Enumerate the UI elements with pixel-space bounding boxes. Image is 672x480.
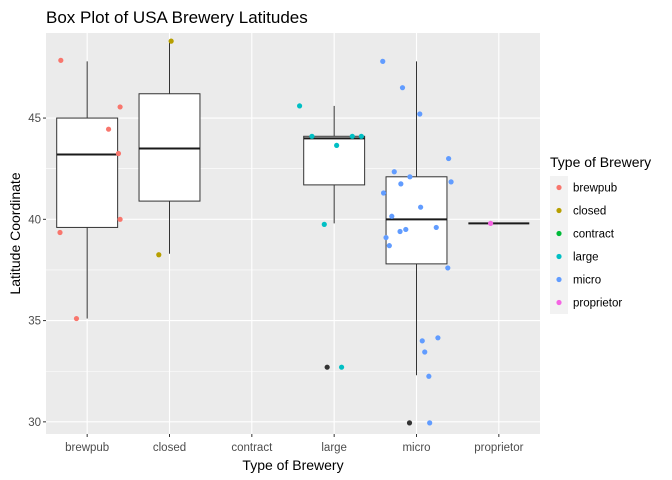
- legend-label: closed: [573, 206, 606, 218]
- point-micro: [446, 155, 452, 162]
- x-tick-label: brewpub: [65, 442, 109, 454]
- legend-key-dot: [556, 230, 562, 237]
- point-brewpub: [117, 216, 123, 222]
- point-brewpub: [117, 104, 123, 110]
- point-micro: [448, 179, 454, 185]
- legend-key-dot: [556, 207, 562, 214]
- legend-item-proprietor: proprietor: [550, 291, 622, 314]
- point-micro: [397, 228, 403, 235]
- box-iqr: [385, 176, 448, 265]
- point-large: [334, 142, 340, 149]
- point-large: [321, 221, 327, 227]
- point-micro: [389, 213, 395, 219]
- point-micro: [399, 85, 406, 91]
- x-tick-label: closed: [153, 442, 186, 454]
- point-micro: [417, 111, 423, 117]
- point-brewpub: [105, 126, 112, 132]
- outlier-point: [406, 420, 413, 426]
- x-axis-title: Type of Brewery: [242, 457, 343, 473]
- y-tick-label: 40: [28, 214, 41, 226]
- point-micro: [403, 226, 409, 233]
- x-tick-label: proprietor: [474, 442, 523, 454]
- box-large: [303, 105, 366, 370]
- legend-title: Type of Brewery: [550, 154, 651, 170]
- box-iqr: [303, 135, 366, 186]
- point-micro: [398, 181, 404, 187]
- legend-item-closed: closed: [550, 199, 606, 222]
- box-iqr: [56, 117, 119, 228]
- x-tick-label: contract: [231, 442, 273, 454]
- point-micro: [391, 169, 397, 175]
- point-micro: [386, 243, 392, 249]
- point-large: [338, 364, 345, 370]
- outlier-point: [324, 364, 330, 370]
- point-micro: [445, 265, 451, 271]
- legend-label: large: [573, 252, 599, 264]
- point-closed: [156, 252, 162, 258]
- legend-label: contract: [573, 229, 615, 241]
- legend: Type of Brewery brewpub closed contract lar…: [550, 154, 651, 314]
- point-micro: [435, 335, 441, 341]
- box-closed: [138, 41, 201, 254]
- point-large: [358, 133, 364, 139]
- legend-item-brewpub: brewpub: [550, 176, 617, 199]
- panel-background: [46, 33, 540, 434]
- point-micro: [418, 204, 424, 210]
- legend-key-dot: [556, 299, 562, 306]
- point-micro: [433, 224, 439, 231]
- point-proprietor: [488, 220, 494, 226]
- legend-key-dot: [556, 276, 562, 283]
- x-tick-label: large: [321, 442, 347, 454]
- point-micro: [419, 338, 425, 344]
- point-brewpub: [73, 315, 80, 322]
- point-brewpub: [57, 229, 63, 236]
- point-closed: [168, 38, 174, 44]
- plot-panel: 30 35 40 45 brewpub closed contract large micro p…: [28, 33, 540, 454]
- point-large: [349, 133, 355, 139]
- y-tick-label: 35: [28, 316, 41, 328]
- legend-label: micro: [573, 275, 601, 287]
- legend-key-dot: [556, 253, 562, 260]
- chart-title: Box Plot of USA Brewery Latitudes: [46, 8, 308, 27]
- legend-label: proprietor: [573, 298, 622, 310]
- y-tick-label: 45: [28, 113, 41, 125]
- box-micro: [385, 61, 448, 426]
- point-micro: [380, 58, 386, 64]
- y-tick-label: 30: [28, 417, 41, 429]
- legend-item-large: large: [550, 245, 599, 268]
- x-tick-label: micro: [402, 442, 430, 454]
- box-iqr: [138, 93, 201, 202]
- point-micro: [427, 420, 433, 426]
- point-large: [296, 103, 303, 109]
- legend-item-contract: contract: [550, 222, 615, 245]
- legend-key-dot: [556, 184, 562, 191]
- point-large: [309, 133, 315, 139]
- point-brewpub: [115, 150, 122, 157]
- y-axis-title: Latitude Coordinate: [7, 172, 23, 294]
- point-brewpub: [58, 57, 64, 63]
- legend-item-micro: micro: [550, 268, 601, 291]
- point-micro: [383, 234, 389, 241]
- point-micro: [380, 190, 387, 196]
- point-micro: [426, 373, 432, 379]
- legend-label: brewpub: [573, 183, 617, 195]
- point-micro: [422, 349, 428, 355]
- box-brewpub: [56, 61, 119, 319]
- point-micro: [407, 174, 413, 180]
